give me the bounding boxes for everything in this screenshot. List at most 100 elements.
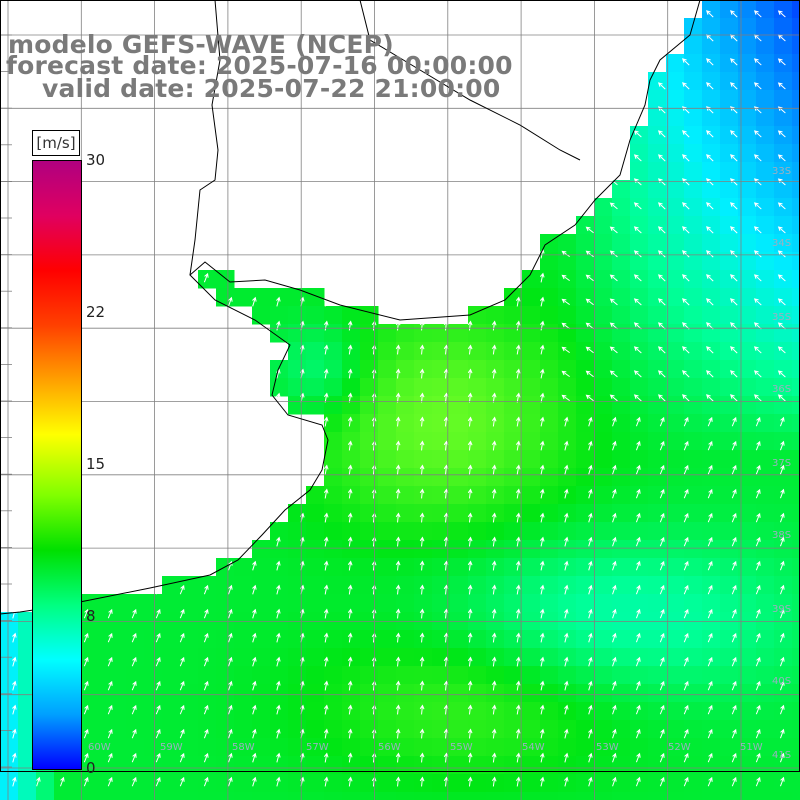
wind-arrow: [753, 130, 762, 138]
speed-cell: [198, 738, 217, 757]
wind-arrow: [612, 584, 617, 595]
speed-cell: [558, 324, 577, 343]
speed-cell: [792, 126, 800, 145]
speed-cell: [126, 594, 145, 613]
speed-cell: [738, 432, 757, 451]
speed-cell: [198, 756, 217, 775]
speed-cell: [378, 720, 397, 739]
speed-cell: [720, 342, 739, 361]
wind-arrow: [179, 608, 185, 619]
wind-arrow: [419, 536, 425, 547]
speed-cell: [684, 504, 703, 523]
wind-arrow: [683, 416, 689, 427]
speed-cell: [738, 270, 757, 289]
speed-cell: [684, 72, 703, 91]
wind-arrow: [683, 512, 689, 523]
speed-cell: [756, 594, 775, 613]
speed-cell: [306, 720, 325, 739]
country-border: [189, 0, 221, 276]
speed-cell: [486, 720, 505, 739]
speed-cell: [666, 396, 685, 415]
wind-arrow: [467, 560, 473, 571]
speed-cell: [306, 558, 325, 577]
speed-cell: [792, 324, 800, 343]
speed-cell: [576, 756, 595, 775]
wind-arrow: [323, 656, 329, 667]
speed-cell: [468, 432, 487, 451]
wind-arrow: [612, 776, 617, 787]
speed-cell: [252, 684, 271, 703]
speed-cell: [252, 558, 271, 577]
speed-cell: [342, 522, 361, 541]
wind-arrow: [682, 274, 690, 282]
speed-cell: [144, 594, 163, 613]
wind-arrow: [107, 728, 113, 739]
wind-arrow: [777, 82, 786, 90]
speed-cell: [630, 216, 649, 235]
speed-cell: [126, 630, 145, 649]
speed-cell: [108, 738, 127, 757]
wind-arrow: [657, 154, 666, 162]
speed-cell: [684, 306, 703, 325]
speed-cell: [90, 666, 109, 685]
wind-arrow: [347, 368, 353, 379]
wind-arrow: [203, 680, 209, 691]
lon-label-56w: 56W: [378, 742, 401, 753]
speed-cell: [666, 288, 685, 307]
speed-cell: [630, 774, 649, 793]
wind-arrow: [395, 392, 401, 403]
speed-cell: [522, 378, 541, 397]
wind-arrow: [612, 488, 617, 499]
wind-arrow: [395, 512, 401, 523]
speed-cell: [108, 792, 127, 800]
speed-cell: [612, 306, 631, 325]
speed-cell: [648, 756, 667, 775]
speed-cell: [252, 306, 271, 325]
speed-cell: [774, 504, 793, 523]
wind-arrow: [777, 250, 786, 258]
speed-cell: [450, 504, 469, 523]
speed-cell: [450, 522, 469, 541]
wind-arrow: [729, 202, 738, 210]
wind-arrow: [755, 776, 761, 787]
speed-cell: [774, 18, 793, 37]
wind-arrow: [612, 752, 617, 763]
speed-cell: [774, 450, 793, 469]
speed-cell: [468, 522, 487, 541]
speed-cell: [666, 324, 685, 343]
speed-cell: [612, 432, 631, 451]
wind-arrow: [467, 608, 473, 619]
wind-arrow: [731, 776, 737, 787]
speed-cell: [702, 108, 721, 127]
speed-cell: [324, 648, 343, 667]
speed-cell: [522, 792, 541, 800]
speed-cell: [450, 324, 469, 343]
lon-label-60w: 60W: [88, 742, 111, 753]
speed-cell: [396, 360, 415, 379]
wind-arrow: [395, 440, 401, 451]
speed-cell: [720, 90, 739, 109]
speed-cell: [90, 702, 109, 721]
speed-cell: [702, 504, 721, 523]
speed-cell: [774, 630, 793, 649]
speed-cell: [36, 792, 55, 800]
speed-cell: [342, 360, 361, 379]
speed-cell: [378, 360, 397, 379]
speed-cell: [594, 450, 613, 469]
speed-cell: [342, 594, 361, 613]
speed-cell: [720, 108, 739, 127]
speed-cell: [396, 792, 415, 800]
wind-arrow: [635, 464, 641, 475]
speed-cell: [576, 270, 595, 289]
speed-cell: [594, 378, 613, 397]
wind-arrow: [155, 680, 161, 691]
speed-cell: [558, 486, 577, 505]
wind-arrow: [107, 680, 113, 691]
wind-arrow: [612, 560, 617, 571]
wind-arrow: [564, 512, 569, 523]
speed-cell: [666, 162, 685, 181]
speed-cell: [54, 774, 73, 793]
speed-cell: [468, 720, 487, 739]
speed-cell: [720, 666, 739, 685]
